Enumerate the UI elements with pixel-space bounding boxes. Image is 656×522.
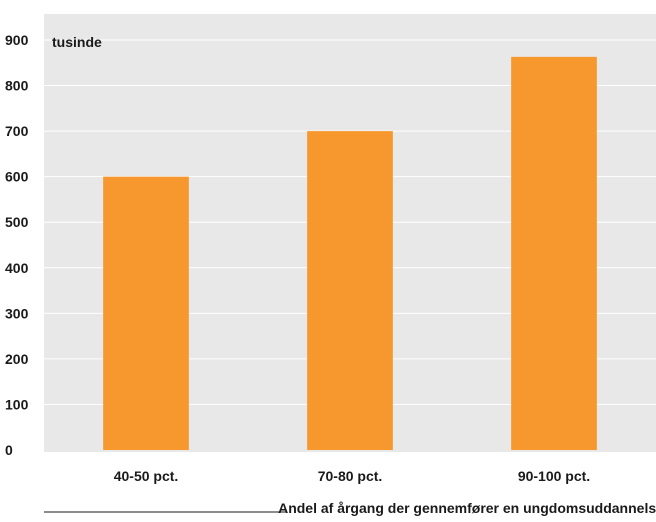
y-tick-label: 400: [5, 260, 29, 276]
y-tick-label: 700: [5, 123, 29, 139]
y-tick-label: 500: [5, 214, 29, 230]
bar: [307, 131, 393, 450]
bar: [103, 176, 189, 450]
y-tick-label: 300: [5, 305, 29, 321]
x-tick-label: 70-80 pct.: [318, 468, 383, 484]
y-tick-label: 100: [5, 396, 29, 412]
bars: [103, 56, 597, 450]
y-tick-label: 800: [5, 78, 29, 94]
y-axis-ticks: 0 100 200 300 400 500 600 700 800 900: [5, 32, 29, 458]
y-tick-label: 200: [5, 351, 29, 367]
y-tick-label: 900: [5, 32, 29, 48]
bar: [511, 56, 597, 450]
y-tick-label: 0: [5, 442, 13, 458]
unit-label: tusinde: [52, 34, 102, 50]
y-tick-label: 600: [5, 169, 29, 185]
x-tick-label: 40-50 pct.: [114, 468, 179, 484]
x-axis-ticks: 40-50 pct. 70-80 pct. 90-100 pct.: [114, 468, 590, 484]
x-tick-label: 90-100 pct.: [518, 468, 590, 484]
x-axis-label: Andel af årgang der gennemfører en ungdo…: [278, 500, 656, 516]
